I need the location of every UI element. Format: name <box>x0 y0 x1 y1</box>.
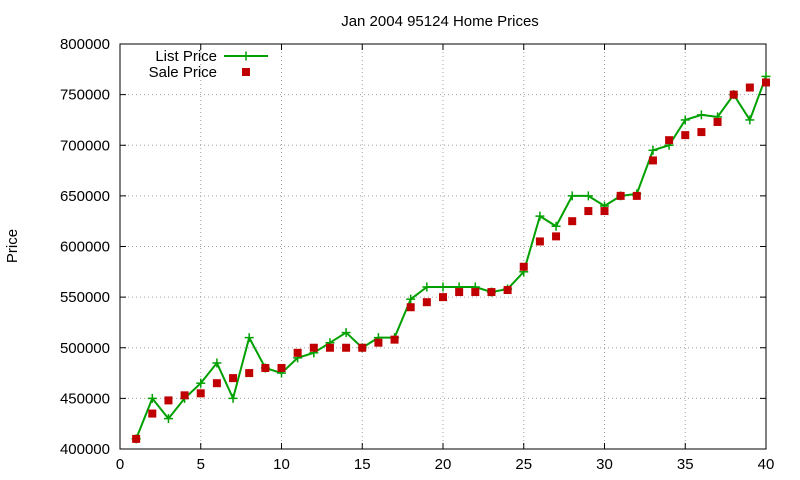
sale-price-point <box>132 434 141 443</box>
sale-price-point <box>196 389 205 398</box>
x-tick-label: 5 <box>197 456 205 473</box>
list-price-point <box>228 393 238 403</box>
sale-price-point <box>180 391 189 400</box>
list-price-point <box>535 211 545 221</box>
x-tick-label: 0 <box>116 456 124 473</box>
sale-price-point <box>277 364 286 372</box>
sale-price-point <box>212 379 221 388</box>
ticks <box>119 43 767 450</box>
x-tick-label: 10 <box>273 456 290 473</box>
legend-swatch-sale-price <box>242 68 250 76</box>
sale-price-point <box>552 232 561 241</box>
list-price-point <box>244 333 254 343</box>
legend-marker-list-price <box>241 51 251 61</box>
x-tick-label: 20 <box>435 456 452 473</box>
list-price-point <box>696 110 706 120</box>
list-price-point <box>163 414 173 424</box>
sale-price-point <box>762 78 770 87</box>
sale-price-point <box>148 409 157 418</box>
sale-price-point <box>245 369 254 378</box>
y-tick-label: 800000 <box>60 36 110 53</box>
sale-price-point <box>164 396 173 405</box>
sale-price-point <box>697 128 706 137</box>
list-price-point <box>196 378 206 388</box>
list-price-line <box>135 76 767 440</box>
sale-price-point <box>584 207 593 216</box>
sale-price-point <box>648 156 657 165</box>
sale-price-point <box>342 343 351 352</box>
sale-price-point <box>325 343 334 352</box>
chart-title: Jan 2004 95124 Home Prices <box>341 13 539 30</box>
y-axis-label: Price <box>4 229 21 263</box>
x-tick-label: 25 <box>515 456 532 473</box>
list-price-point <box>745 115 755 125</box>
list-price-point <box>406 294 416 304</box>
list-price-point <box>212 358 222 368</box>
x-tick-label: 15 <box>354 456 371 473</box>
sale-price-point <box>681 131 690 140</box>
legend-swatches <box>224 51 268 76</box>
sale-price-point <box>503 286 512 295</box>
y-tick-label: 550000 <box>60 289 110 306</box>
legend: List Price Sale Price <box>149 48 268 81</box>
list-price-point <box>567 191 577 201</box>
x-tick-label: 40 <box>758 456 775 473</box>
sale-price-point <box>309 343 318 352</box>
sale-price-point <box>261 364 270 372</box>
sale-price-point <box>665 136 674 145</box>
y-tick-label: 650000 <box>60 188 110 205</box>
sale-price-point <box>568 217 577 226</box>
sale-price-point <box>439 293 447 302</box>
sale-price-point <box>390 335 399 344</box>
y-tick-label: 700000 <box>60 137 110 154</box>
list-price-point <box>648 145 658 155</box>
sale-price-point <box>406 303 415 312</box>
y-tick-label: 600000 <box>60 239 110 256</box>
list-price-point <box>551 221 561 231</box>
sale-price-point <box>374 338 383 347</box>
x-tick-label: 30 <box>596 456 613 473</box>
sale-price-point <box>632 191 641 200</box>
sale-price-point <box>600 207 609 216</box>
y-tick-label: 500000 <box>60 340 110 357</box>
tick-labels: 0 5 10 15 20 25 30 35 40 400000 450000 500000 550000… <box>60 36 774 473</box>
list-price-point <box>422 282 432 292</box>
list-price-point <box>583 191 593 201</box>
legend-label-list-price: List Price <box>155 48 217 65</box>
sale-price-point <box>519 262 528 271</box>
sale-price-point <box>293 348 302 357</box>
list-price-point <box>341 328 351 338</box>
y-tick-label: 400000 <box>60 441 110 458</box>
legend-label-sale-price: Sale Price <box>149 64 217 81</box>
sale-price-point <box>535 237 544 246</box>
sale-price-point <box>422 298 431 307</box>
series-layer <box>131 71 771 444</box>
sale-price-point <box>713 117 722 126</box>
sale-price-point <box>358 343 367 352</box>
x-tick-label: 35 <box>677 456 694 473</box>
list-price-point <box>147 393 157 403</box>
sale-price-point <box>729 90 738 99</box>
y-tick-label: 450000 <box>60 390 110 407</box>
list-price-point <box>438 282 448 292</box>
sale-price-point <box>487 288 496 297</box>
y-tick-label: 750000 <box>60 87 110 104</box>
list-price-point <box>680 115 690 125</box>
sale-price-point <box>229 374 238 383</box>
sale-price-point <box>745 83 754 92</box>
sale-price-point <box>616 191 625 200</box>
sale-price-point <box>471 288 480 297</box>
sale-price-point <box>455 288 464 297</box>
